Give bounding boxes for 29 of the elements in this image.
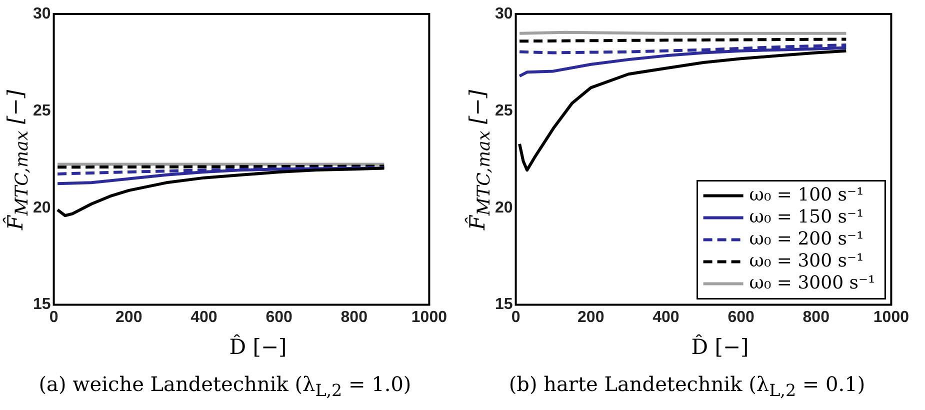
y-tick-label: 25 (33, 102, 51, 120)
x-tick-label: 800 (340, 308, 368, 326)
x-tick-label: 0 (49, 308, 58, 326)
x-tick-label: 200 (116, 308, 142, 326)
y-tick-label: 20 (33, 199, 51, 216)
y-tick-label: 15 (33, 296, 51, 314)
legend-label: ω₀ = 3000 s⁻¹ (749, 272, 876, 294)
legend-label: ω₀ = 300 s⁻¹ (749, 250, 864, 272)
legend-label: ω₀ = 200 s⁻¹ (749, 228, 864, 250)
legend-label: ω₀ = 100 s⁻¹ (749, 184, 864, 206)
legend-label: ω₀ = 150 s⁻¹ (749, 206, 864, 228)
x-tick-label: 600 (728, 308, 754, 326)
x-tick-label: 600 (266, 308, 292, 326)
x-tick-label: 400 (652, 308, 680, 326)
x-axis-title: D̂ [−] (229, 335, 287, 359)
x-axis-title: D̂ [−] (691, 335, 749, 359)
x-tick-label: 1000 (873, 308, 910, 326)
y-tick-label: 15 (495, 296, 513, 314)
text: (a) weiche Landetechnik (λ$_{L,2}$ = 1.0) (38, 372, 412, 400)
y-tick-label: 30 (33, 5, 51, 22)
y-tick-label: 20 (495, 199, 513, 216)
text: (b) harte Landetechnik (λ$_{L,2}$ = 0.1) (508, 372, 866, 400)
x-tick-label: 800 (802, 308, 830, 326)
x-tick-label: 0 (511, 308, 520, 326)
x-tick-label: 1000 (411, 308, 448, 326)
y-tick-label: 25 (495, 102, 513, 120)
y-tick-label: 30 (495, 5, 513, 22)
x-tick-label: 400 (190, 308, 218, 326)
x-tick-label: 200 (578, 308, 604, 326)
